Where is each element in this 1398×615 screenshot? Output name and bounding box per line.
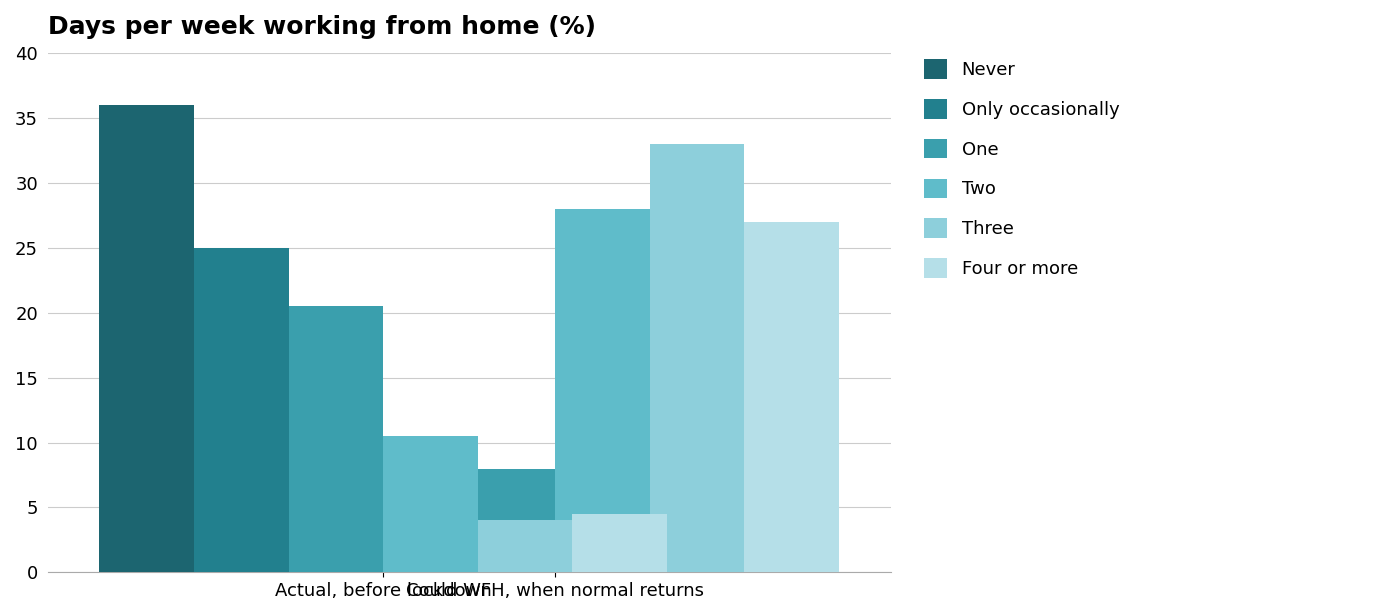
Bar — [366, 540, 460, 573]
Bar — [478, 520, 572, 573]
Bar — [744, 222, 839, 573]
Bar — [288, 306, 383, 573]
Text: Days per week working from home (%): Days per week working from home (%) — [48, 15, 596, 39]
Bar — [271, 546, 366, 573]
Bar — [555, 209, 650, 573]
Bar — [650, 145, 744, 573]
Legend: Never, Only occasionally, One, Two, Three, Four or more: Never, Only occasionally, One, Two, Thre… — [917, 52, 1127, 285]
Bar — [99, 105, 194, 573]
Bar — [572, 514, 667, 573]
Bar — [194, 248, 288, 573]
Bar — [460, 469, 555, 573]
Bar — [383, 436, 478, 573]
